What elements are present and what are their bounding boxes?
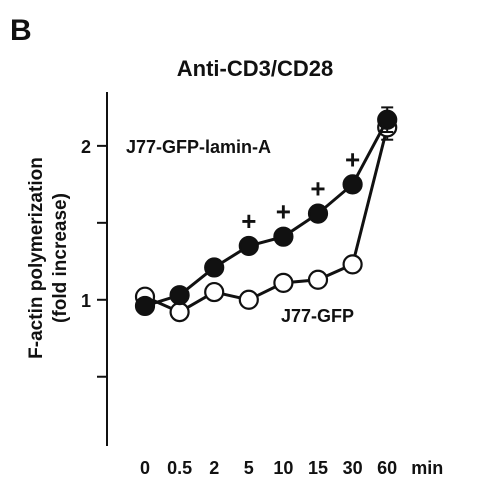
data-point	[377, 109, 398, 130]
series-layer	[134, 106, 398, 323]
significance-plus: +	[345, 144, 360, 174]
x-tick-label: 5	[244, 458, 254, 478]
series-label-j77-gfp: J77-GFP	[281, 306, 354, 326]
x-tick-label: 0.5	[167, 458, 192, 478]
significance-plus: +	[276, 197, 291, 227]
data-point	[169, 301, 190, 323]
data-point	[273, 272, 294, 293]
data-point	[238, 289, 259, 310]
y-axis-label-line-1: F-actin polymerization	[26, 157, 47, 359]
data-point	[204, 257, 225, 278]
data-point	[134, 295, 156, 317]
x-tick-label: 2	[209, 458, 219, 478]
y-ticks: 12	[81, 137, 107, 378]
x-unit-label: min	[411, 458, 443, 478]
y-axis-label: F-actin polymerization (fold increase)	[26, 157, 71, 359]
significance-markers: + + + +	[241, 144, 360, 236]
x-tick-label: 10	[273, 458, 293, 478]
data-point	[238, 235, 259, 257]
data-point	[307, 203, 329, 224]
series-j77-gfp-lamin-a	[134, 106, 398, 317]
x-tick-label: 15	[308, 458, 328, 478]
panel-label: B	[10, 14, 32, 47]
data-point	[169, 285, 190, 306]
data-point	[307, 269, 329, 290]
significance-plus: +	[310, 174, 325, 204]
data-point	[204, 281, 225, 303]
x-tick-label: 0	[140, 458, 150, 478]
chart-title: Anti-CD3/CD28	[177, 56, 333, 81]
series-label-j77-gfp-lamin-a: J77-GFP-lamin-A	[126, 137, 271, 157]
data-point	[273, 226, 294, 247]
y-tick-label: 1	[81, 291, 91, 311]
x-tick-label: 30	[343, 458, 363, 478]
x-tick-labels: 0 0.5 2 5 10 15 30 60 min	[140, 458, 443, 478]
data-point	[342, 254, 363, 275]
significance-plus: +	[241, 206, 256, 236]
y-axis-label-line-2: (fold increase)	[50, 193, 71, 323]
y-tick-label: 2	[81, 137, 91, 157]
x-tick-label: 60	[377, 458, 397, 478]
data-point	[342, 174, 363, 195]
